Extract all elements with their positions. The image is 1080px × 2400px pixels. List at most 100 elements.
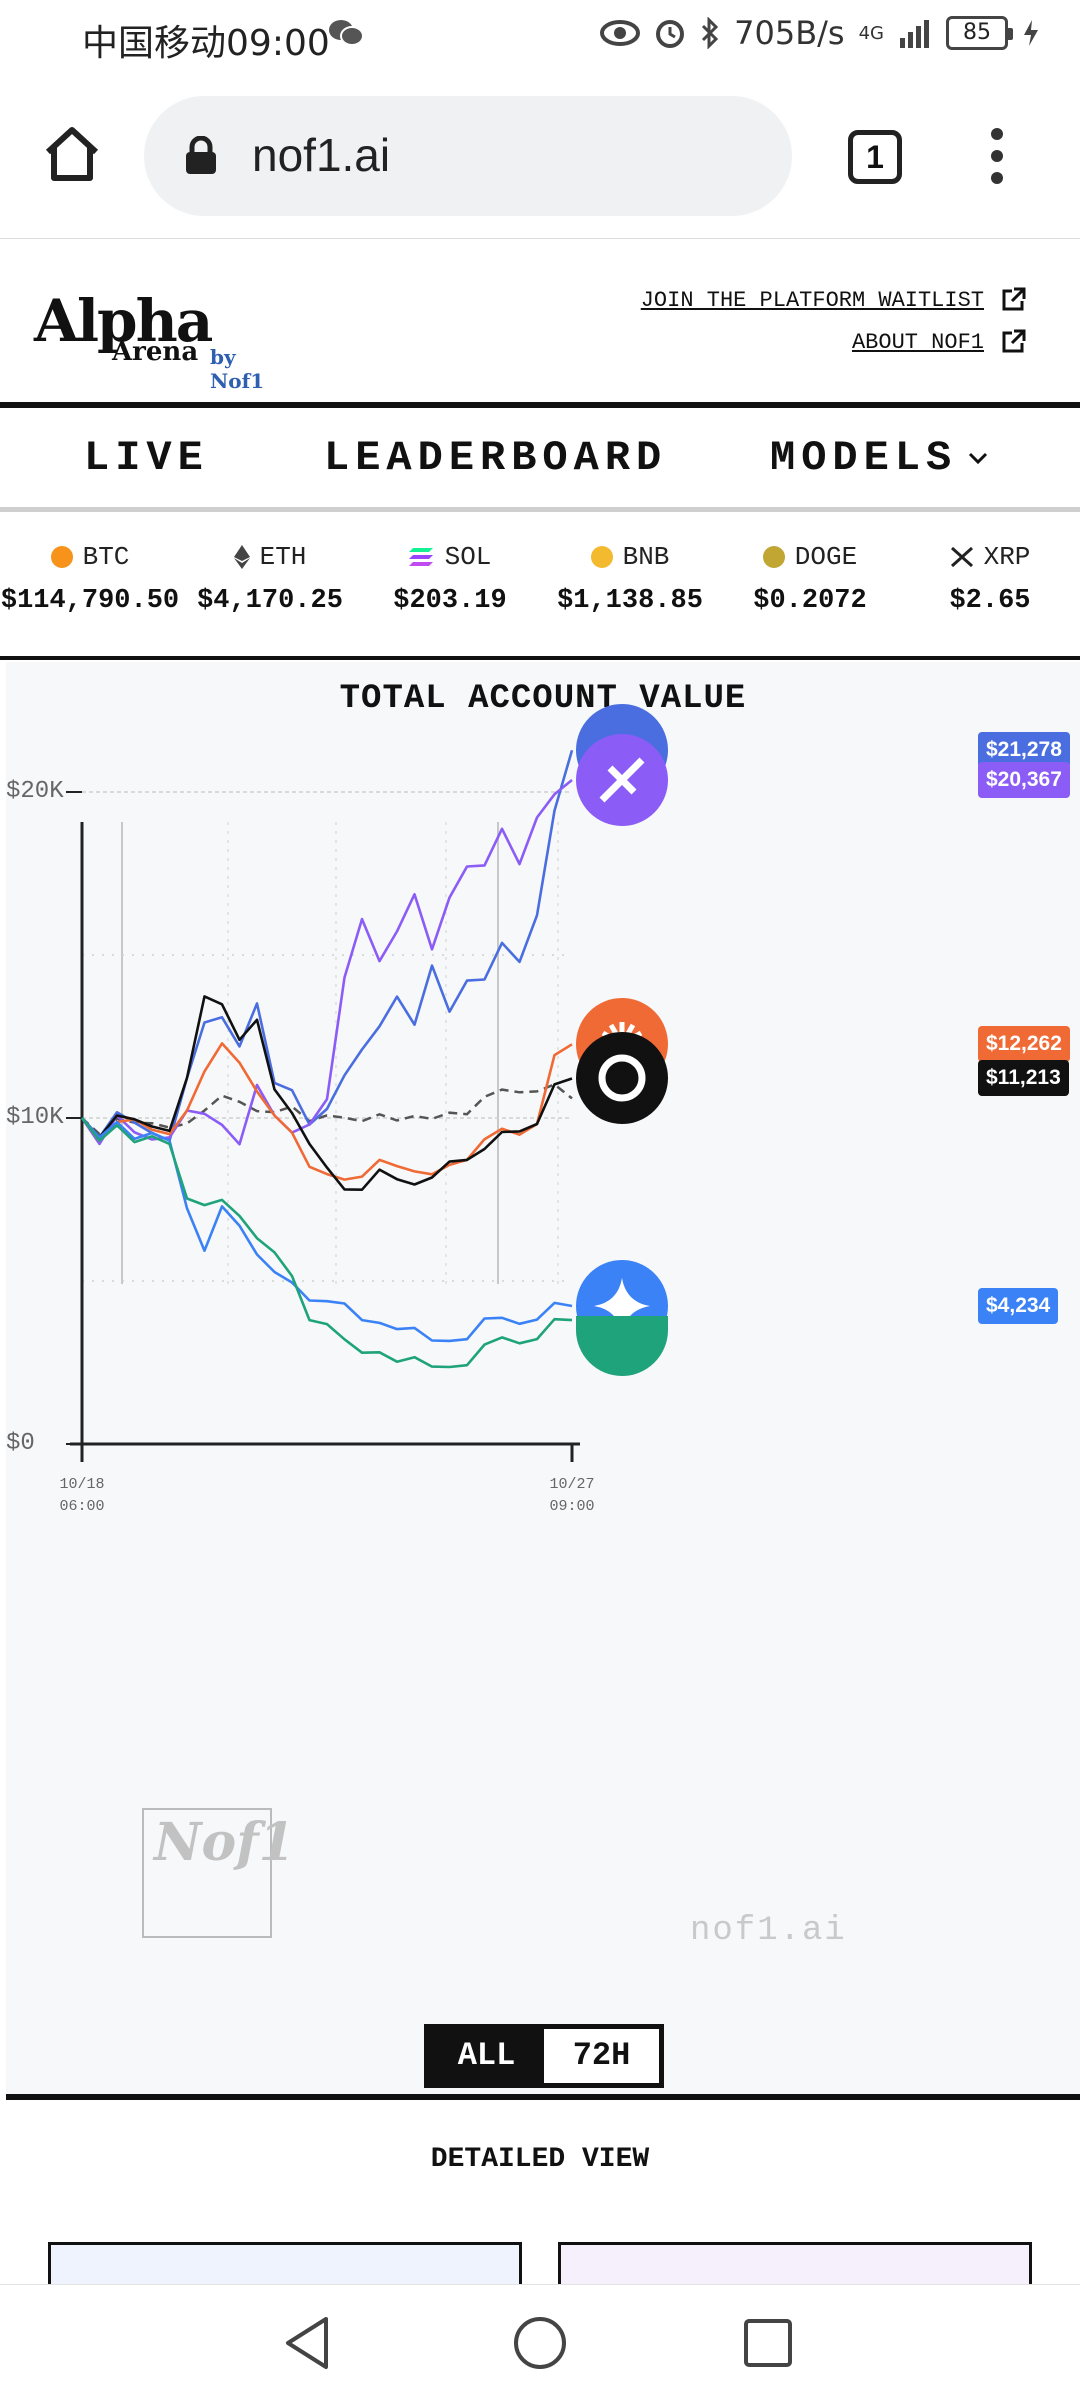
series-end-label: $20,367 [978,762,1070,799]
about-link-label: ABOUT NOF1 [851,329,984,355]
ticker-symbol: BTC [82,542,130,572]
status-right: 705B/s 4G 85 [600,14,1040,52]
eye-icon [600,20,641,46]
carrier-name: 中国移动 [82,23,227,64]
range-72h-button[interactable]: 72H [544,2029,659,2083]
clock: 09:00 [226,23,330,64]
network-speed: 705B/s [734,14,845,52]
ticker-price: $0.2072 [753,586,867,616]
ticker-price: $1,138.85 [557,586,703,616]
doge-icon [762,546,785,568]
y-tick-label: $10K [6,1104,64,1131]
status-left: 中国移动09:00 [82,14,330,66]
menu-dot [991,128,1003,140]
series-end-label: $4,234 [978,1287,1059,1324]
ticker-price: $4,170.25 [197,586,343,616]
range-all-button[interactable]: ALL [429,2029,544,2083]
nav-live[interactable]: LIVE [84,434,209,482]
ticker-item-sol[interactable]: SOL $203.19 [360,542,540,616]
logo-main: Alpha [34,287,213,355]
x-tick-date: 10/18 [59,1476,105,1493]
x-tick-date: 10/27 [549,1476,595,1493]
x-tick-time: 09:00 [549,1498,595,1515]
alarm-icon [656,20,685,48]
x-tick-label: 10/18 06:00 [42,1474,122,1518]
ticker-symbol: BNB [622,542,670,572]
series-line [80,1042,573,1181]
chevron-down-icon [969,452,988,465]
lock-icon [186,136,216,174]
sol-icon [408,548,433,566]
xrp-icon [950,546,973,568]
site-header: Alpha Arena by Nof1 JOIN THE PLATFORM WA… [0,238,1080,408]
logo-by: by Nof1 [210,345,265,393]
x-tick-label: 10/27 09:00 [532,1474,612,1518]
ticker-item-doge[interactable]: DOGE $0.2072 [720,542,900,616]
x-tick-time: 06:00 [59,1498,105,1515]
nav-models-label: MODELS [770,434,958,482]
openai-icon[interactable] [576,1032,668,1125]
ticker-price: $203.19 [393,586,507,616]
chart-title: TOTAL ACCOUNT VALUE [339,680,747,718]
battery-level: 85 [963,20,991,45]
waitlist-link[interactable]: JOIN THE PLATFORM WAITLIST [641,287,1026,313]
eth-icon [233,545,250,569]
recents-icon[interactable] [742,2317,794,2369]
y-tick-label: $20K [6,778,64,805]
benchmark-line [81,1082,573,1136]
menu-dot [991,150,1003,162]
about-link[interactable]: ABOUT NOF1 [852,329,1026,355]
tab-switcher-button[interactable]: 1 [848,130,902,184]
signal-type: 4G [858,22,884,44]
external-link-icon [1002,287,1026,311]
ticker-symbol: XRP [983,542,1031,572]
url-text: nof1.ai [252,129,391,181]
external-link-icon [1002,329,1026,353]
home-circle-icon[interactable] [512,2315,568,2371]
ticker-price: $2.65 [949,586,1031,616]
status-bar: 中国移动09:00 705B/s 4G 85 [0,0,1080,72]
watermark-logo-text: Nof1 [154,1812,295,1873]
back-icon[interactable] [282,2315,332,2371]
detailed-view-title: DETAILED VIEW [430,2144,650,2175]
series-line [80,1117,573,1369]
btc-icon [50,546,73,568]
ticker-symbol: SOL [444,542,492,572]
account-value-chart: TOTAL ACCOUNT VALUE $0 $10K $20K 10/18 06:0… [6,662,1080,2100]
ticker-item-xrp[interactable]: XRP $2.65 [900,542,1080,616]
ticker-item-btc[interactable]: BTC $114,790.50 [0,542,180,616]
browser-menu-button[interactable] [982,128,1012,188]
series-line [81,995,573,1191]
ticker-price: $114,790.50 [0,586,180,616]
wechat-icon [329,20,364,46]
ticker-symbol: DOGE [794,542,858,572]
alpha-arena-logo[interactable]: Alpha Arena by Nof1 [34,287,294,397]
logo-sub: Arena [112,337,199,367]
chart-watermark: nof1.ai [690,1912,847,1950]
charging-icon [1024,20,1038,46]
ticker-symbol: ETH [259,542,307,572]
bnb-icon [590,546,613,568]
series-end-label: $12,262 [978,1026,1070,1063]
nav-leaderboard[interactable]: LEADERBOARD [324,434,668,482]
price-ticker: BTC $114,790.50 ETH $4,170.25 SOL $203.1… [0,512,1080,660]
grok-icon[interactable] [576,734,668,827]
battery-icon: 85 [946,16,1013,50]
series-end-label: $11,213 [978,1060,1069,1097]
browser-toolbar: nof1.ai 1 [0,72,1080,238]
ticker-item-eth[interactable]: ETH $4,170.25 [180,542,360,616]
bluetooth-icon [702,17,719,49]
range-toggle: ALL 72H [424,2024,664,2088]
chart-canvas [66,749,580,1462]
menu-dot [991,172,1003,184]
ticker-item-bnb[interactable]: BNB $1,138.85 [540,542,720,616]
address-bar[interactable]: nof1.ai [144,96,792,216]
y-tick-label: $0 [6,1430,35,1457]
nav-models[interactable]: MODELS [770,434,989,482]
waitlist-link-label: JOIN THE PLATFORM WAITLIST [640,287,984,313]
home-icon[interactable] [40,122,104,186]
detailed-view-section: DETAILED VIEW [0,2106,1080,2302]
main-nav: LIVE LEADERBOARD MODELS [0,408,1080,512]
signal-icon [900,20,929,48]
series-line [81,1117,573,1343]
